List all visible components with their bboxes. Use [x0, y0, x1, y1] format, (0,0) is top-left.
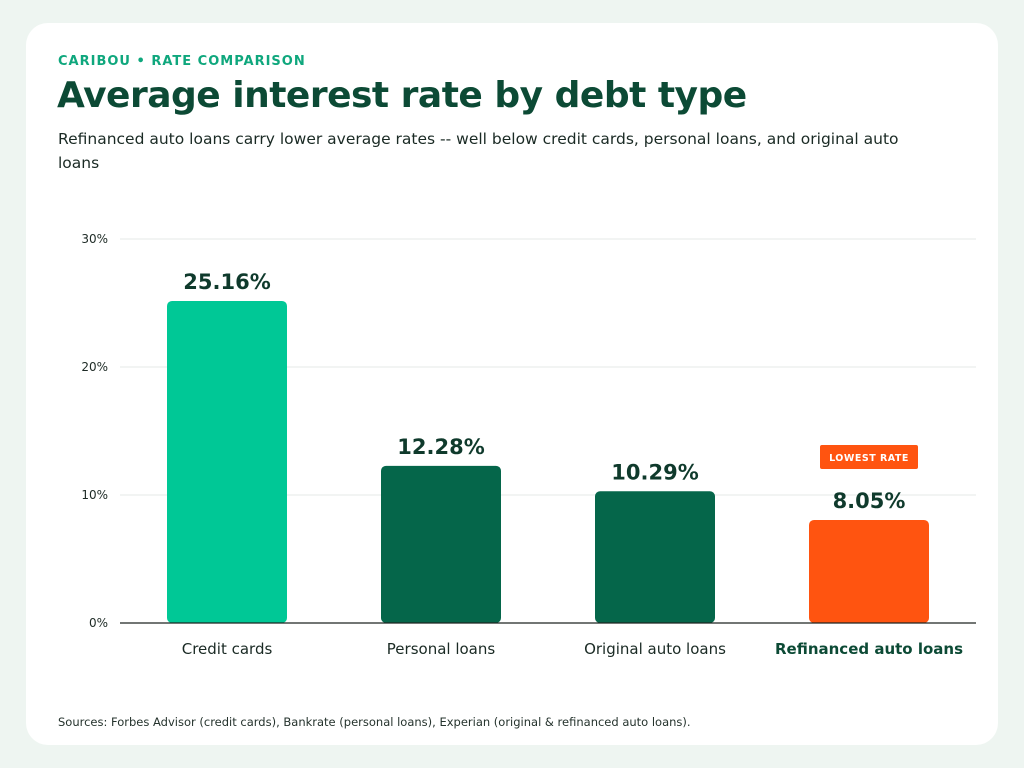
x-axis: Credit cards Personal loans Original auto … [120, 622, 976, 658]
lowest-rate-badge-label: LOWEST RATE [829, 453, 909, 464]
value-labels: 25.16% 12.28% 10.29% 8.05% [183, 270, 905, 513]
y-tick-label: 10% [81, 488, 108, 502]
bar [381, 465, 501, 623]
x-tick-label: Credit cards [182, 640, 273, 658]
bar [809, 519, 929, 623]
value-label: 12.28% [397, 435, 484, 459]
value-label: 25.16% [183, 270, 270, 294]
y-axis: 0% 10% 20% 30% [81, 232, 108, 630]
x-tick-label: Refinanced auto loans [775, 640, 963, 658]
bar [595, 491, 715, 623]
y-tick-label: 0% [89, 616, 108, 630]
highlight-annotation: LOWEST RATE [820, 444, 918, 469]
x-tick-label: Personal loans [387, 640, 496, 658]
value-label: 8.05% [833, 489, 906, 513]
y-tick-label: 20% [81, 360, 108, 374]
x-tick-label: Original auto loans [584, 640, 726, 658]
chart-title: Average interest rate by debt type [57, 75, 747, 116]
bar-chart: 0% 10% 20% 30% 25.16% 12.28% 10.29% 8.05% Cred… [81, 232, 976, 658]
source-note: Sources: Forbes Advisor (credit cards), … [58, 715, 691, 729]
bar [167, 300, 287, 623]
eyebrow-label: CARIBOU • RATE COMPARISON [58, 54, 306, 69]
chart-subtitle: Refinanced auto loans carry lower averag… [58, 130, 899, 172]
bars [167, 300, 929, 623]
lowest-rate-badge [820, 444, 918, 469]
value-label: 10.29% [611, 460, 698, 484]
chart-card: CARIBOU • RATE COMPARISON Average intere… [26, 23, 998, 745]
y-tick-label: 30% [81, 232, 108, 246]
